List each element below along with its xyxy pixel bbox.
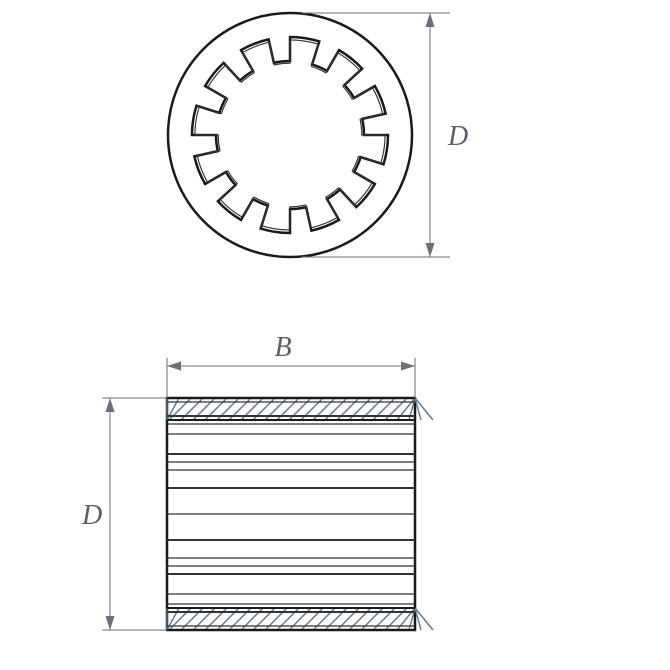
technical-drawing: D B D — [0, 0, 670, 670]
top-end-view — [168, 13, 412, 257]
label-D-top: D — [447, 121, 468, 152]
label-D-side: D — [81, 500, 102, 531]
spline-inner-edge — [195, 40, 385, 230]
label-B: B — [274, 332, 291, 363]
side-view — [167, 398, 433, 630]
internal-spline-profile — [192, 37, 388, 233]
